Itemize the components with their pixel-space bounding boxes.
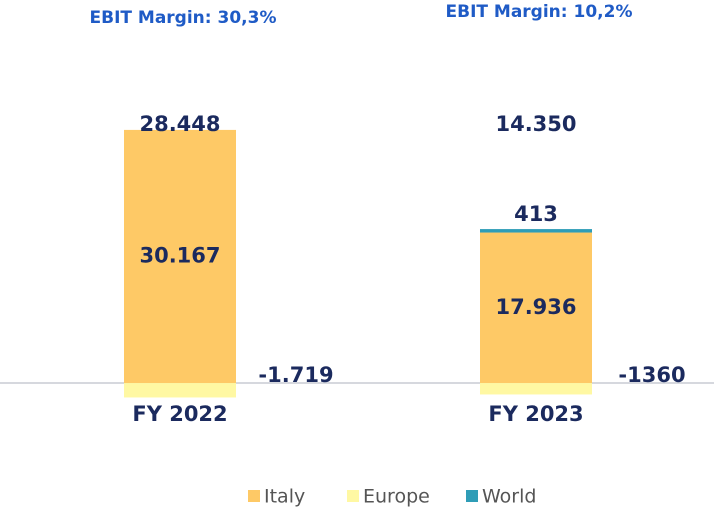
total-label: 14.350 [495, 112, 576, 136]
data-label: 413 [514, 202, 558, 226]
bar-segment [480, 229, 592, 233]
bar-segment [124, 129, 236, 384]
bar-segment [124, 383, 236, 398]
data-label: -1.719 [258, 363, 333, 387]
category-label: FY 2022 [132, 402, 227, 426]
total-label: 28.448 [139, 112, 220, 136]
legend-swatch [347, 490, 359, 502]
legend-label: Italy [264, 486, 305, 508]
annotation: EBIT Margin: 10,2% [446, 2, 633, 22]
annotation: EBIT Margin: 30,3% [90, 8, 277, 28]
data-label: 17.936 [495, 295, 576, 319]
legend-label: Europe [363, 486, 430, 508]
legend-swatch [466, 490, 478, 502]
data-label: 30.167 [139, 243, 220, 267]
legend-label: World [482, 486, 536, 508]
category-label: FY 2023 [488, 402, 583, 426]
data-label: -1360 [618, 363, 685, 387]
legend-swatch [248, 490, 260, 502]
bar-segment [480, 232, 592, 384]
bar-segment [480, 383, 592, 395]
